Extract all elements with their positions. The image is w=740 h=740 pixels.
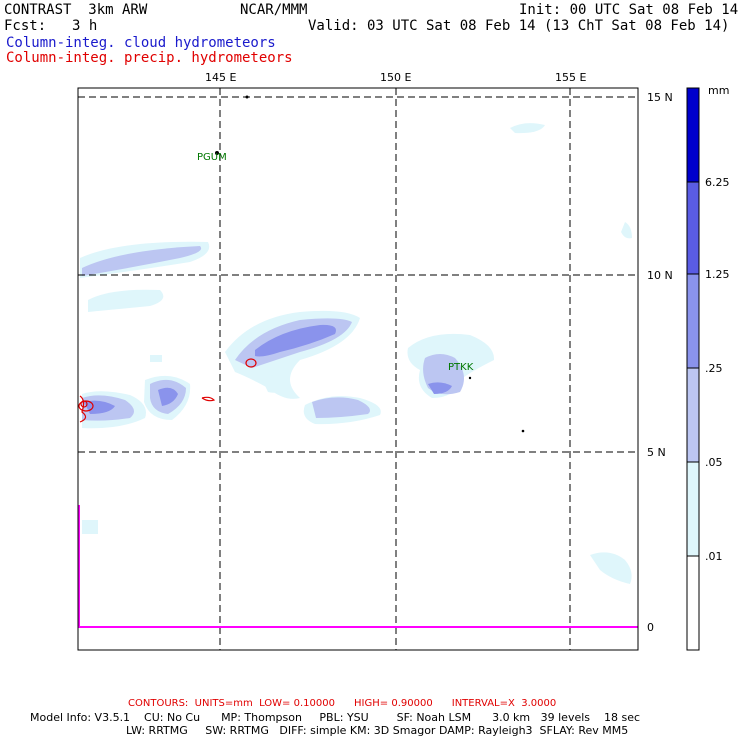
center-name: NCAR/MMM	[240, 2, 308, 18]
precip-contours	[78, 358, 257, 423]
colorbar-bin	[686, 461, 700, 557]
model-info-line-2: LW: RRTMG SW: RRTMG DIFF: simple KM: 3D …	[126, 724, 629, 737]
contour-info: CONTOURS: UNITS=mm LOW= 0.10000 HIGH= 0.…	[128, 698, 557, 709]
lat-label: 10 N	[647, 269, 673, 282]
colorbar-level-label: 1.25	[705, 268, 730, 281]
lat-lon-grid	[78, 88, 638, 650]
init-time: Init: 00 UTC Sat 08 Feb 14	[519, 2, 739, 18]
forecast-label: Fcst:	[4, 18, 47, 34]
field-cloud-label: Column-integ. cloud hydrometeors	[6, 35, 276, 51]
lat-label: 5 N	[647, 446, 666, 459]
cloud-field-mid	[82, 246, 464, 421]
colorbar-level-label: .01	[705, 550, 723, 563]
colorbar-level-label: .25	[705, 362, 723, 375]
islands	[215, 95, 525, 433]
lon-label: 150 E	[380, 71, 412, 84]
station-label-ptkk: PTKK	[448, 362, 474, 373]
lon-label: 145 E	[205, 71, 237, 84]
colorbar-unit: mm	[708, 84, 730, 97]
colorbar-level-label: .05	[705, 456, 723, 469]
lon-label: 155 E	[555, 71, 587, 84]
field-precip-label: Column-integ. precip. hydrometeors	[6, 50, 293, 66]
lat-label: 0	[647, 621, 654, 634]
map-frame	[77, 87, 639, 651]
model-title: CONTRAST 3km ARW	[4, 2, 148, 18]
lat-label: 15 N	[647, 91, 673, 104]
cloud-field-light	[80, 123, 632, 584]
station-label-pgum: PGUM	[197, 152, 227, 163]
model-info-line-1: Model Info: V3.5.1 CU: No Cu MP: Thompso…	[30, 711, 641, 724]
colorbar-level-label: 6.25	[705, 176, 730, 189]
colorbar-bin	[686, 181, 700, 275]
colorbar-bin	[686, 555, 700, 651]
forecast-value: 3 h	[72, 18, 98, 34]
coastline	[78, 505, 638, 628]
colorbar-bin	[686, 87, 700, 183]
colorbar-bin	[686, 367, 700, 463]
colorbar-bin	[686, 273, 700, 369]
valid-time: Valid: 03 UTC Sat 08 Feb 14 (13 ChT Sat …	[308, 18, 730, 34]
colorbar	[686, 87, 700, 651]
